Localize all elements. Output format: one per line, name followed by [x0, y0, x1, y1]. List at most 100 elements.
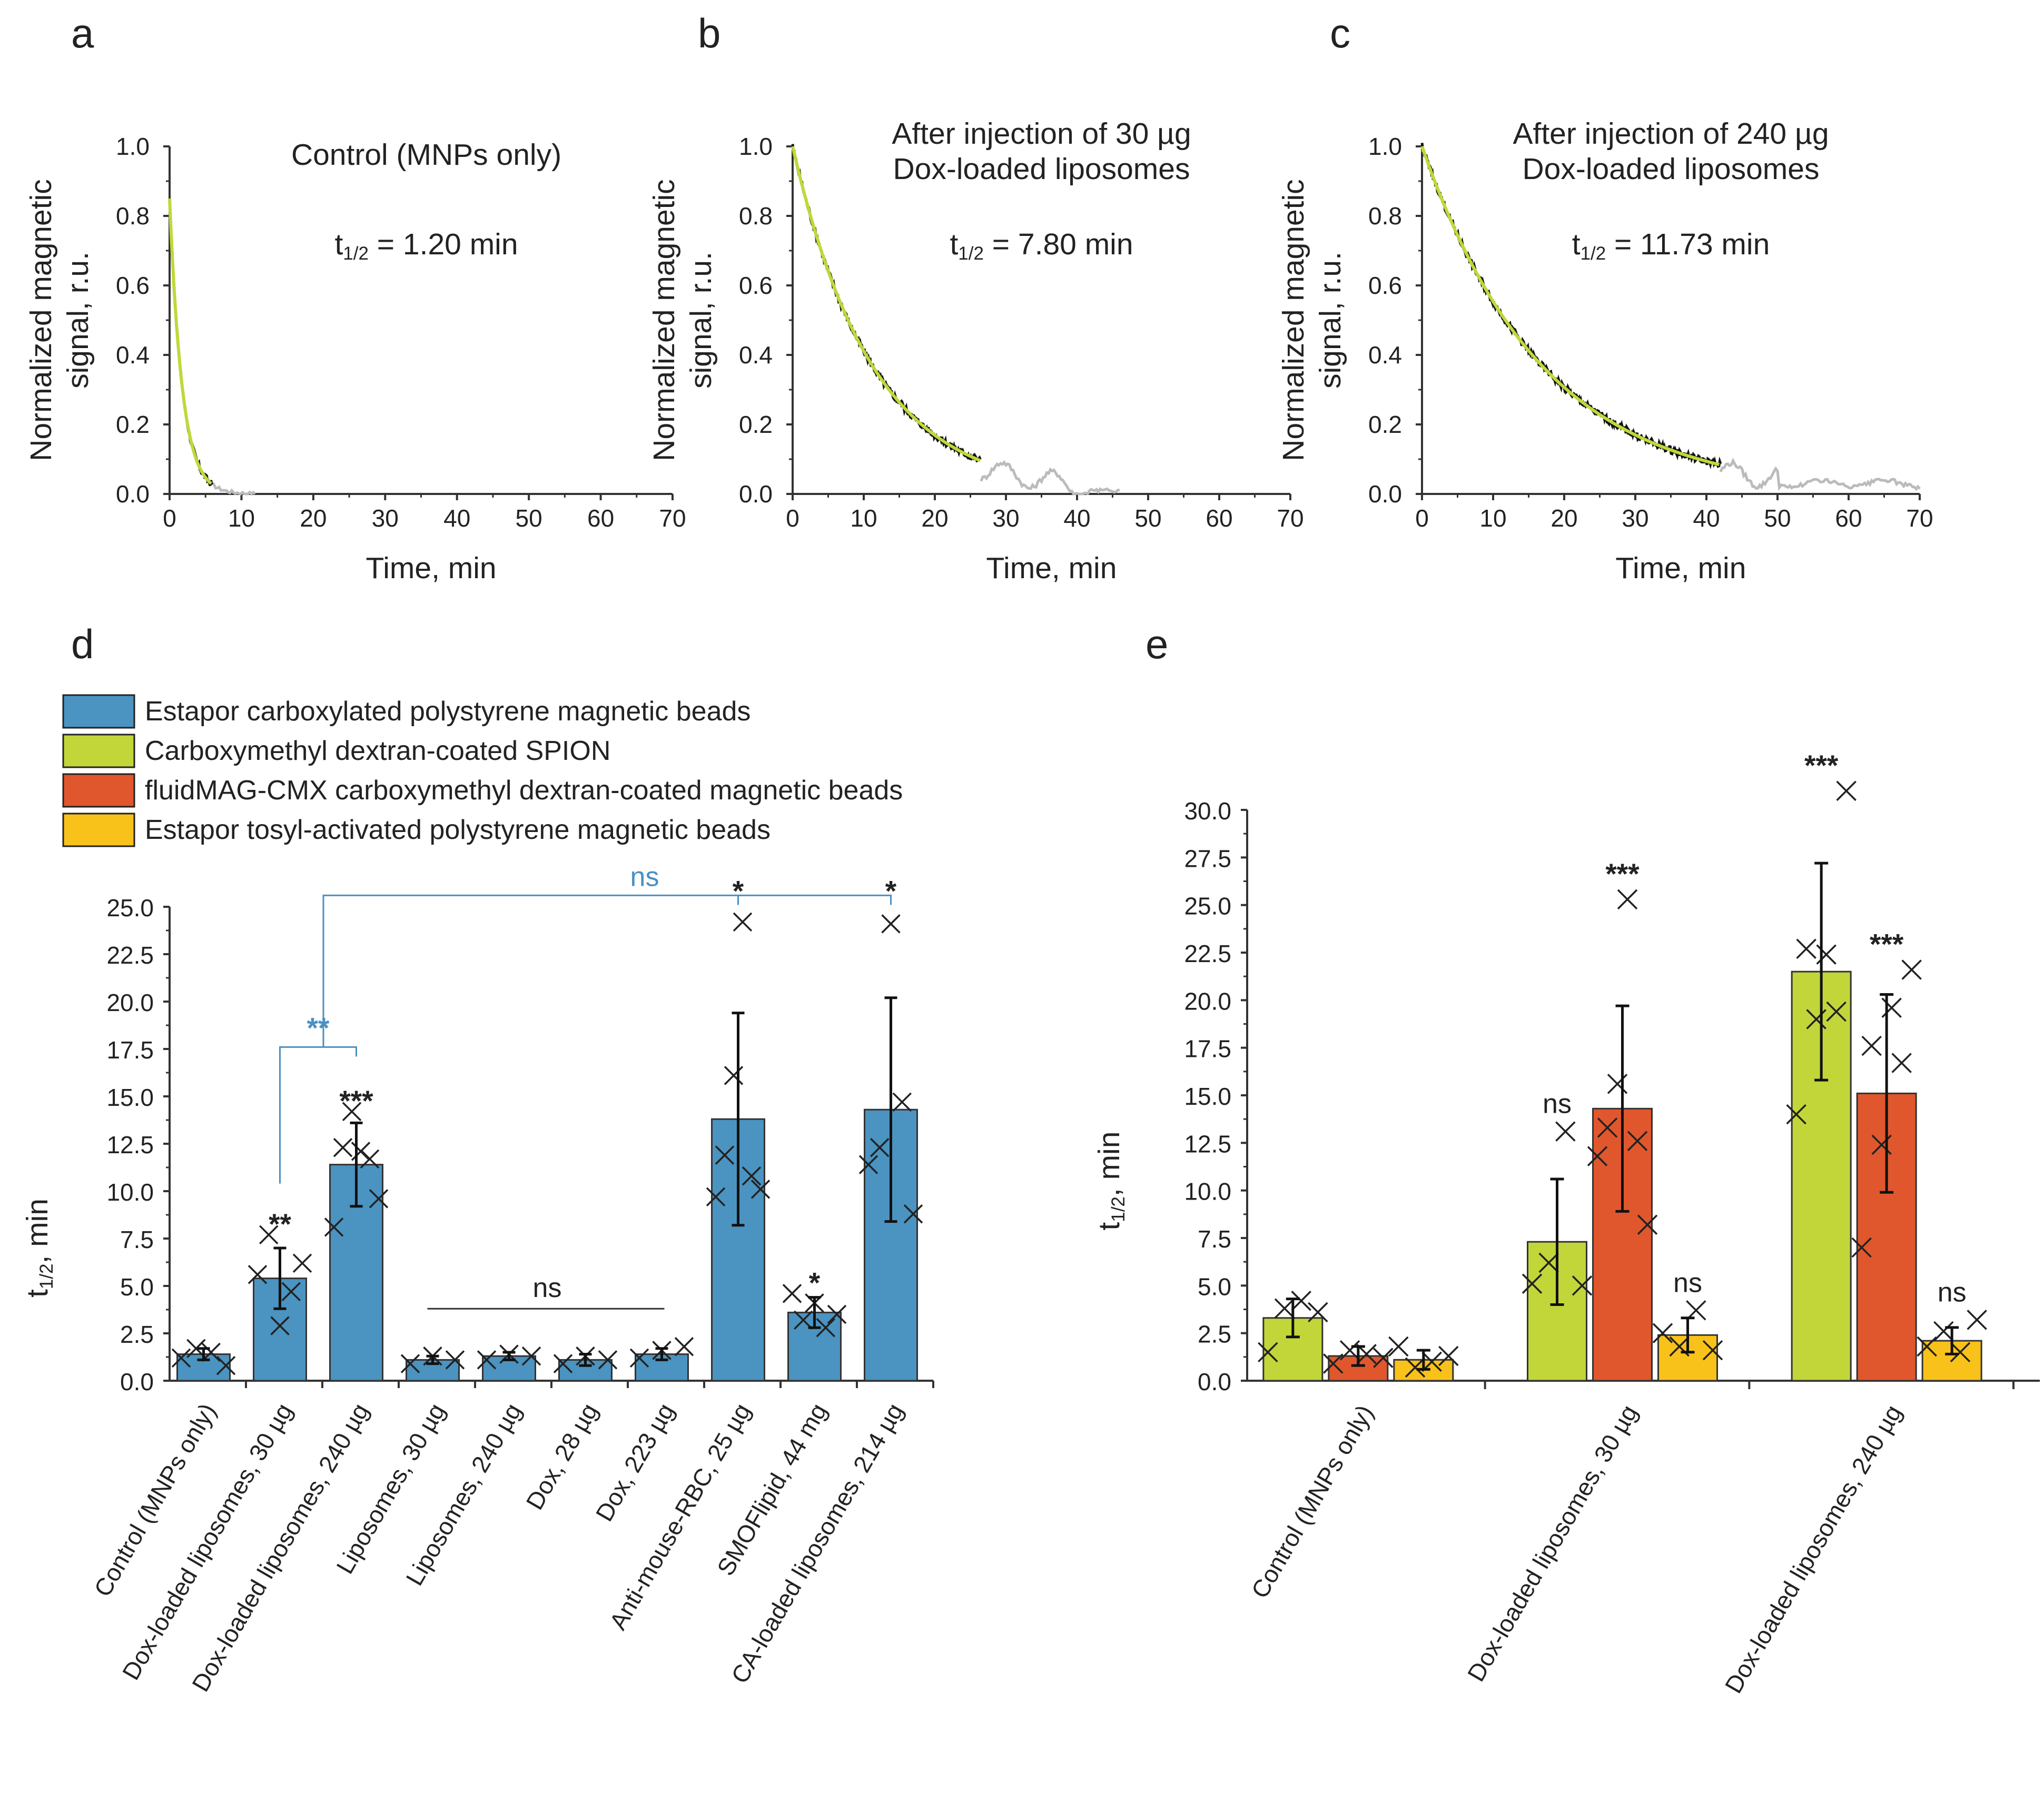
half-life-label-rest: = 11.73 min — [1606, 227, 1770, 261]
bar-chart-e: 0.0 2.5 5.0 7.5 10.0 12.5 15.0 17.5 20.0 22.5 25.0… — [1092, 749, 2040, 1698]
y-axis-title-main: t — [1092, 1222, 1126, 1231]
data-point — [248, 1265, 268, 1284]
x-tick-label: 30 — [1622, 504, 1648, 532]
data-point — [400, 1354, 420, 1373]
x-tick-label: 30 — [992, 504, 1019, 532]
decay-tail-line — [980, 460, 1120, 496]
x-tick-label: 20 — [921, 504, 948, 532]
y-axis-title-line1: Normalized magnetic — [1277, 179, 1310, 461]
data-point — [715, 1145, 735, 1165]
legend-swatch — [62, 734, 135, 768]
data-point — [1967, 1310, 1987, 1330]
data-point — [1555, 1121, 1576, 1142]
x-tick-label: 10 — [850, 504, 877, 532]
exponential-fit-line — [791, 146, 981, 462]
half-life-label-main: t — [950, 227, 958, 261]
exponential-fit-line — [1420, 146, 1720, 467]
legend-swatch — [62, 813, 135, 847]
half-life-label-main: t — [1572, 227, 1581, 261]
data-point — [1851, 1237, 1872, 1258]
y-tick-label: 10.0 — [1184, 1178, 1231, 1205]
data-point — [1339, 1340, 1360, 1361]
data-point — [1702, 1340, 1723, 1361]
y-tick-label: 5.0 — [1198, 1273, 1231, 1300]
y-tick-label: 22.5 — [106, 942, 154, 969]
y-tick-label: 27.5 — [1184, 845, 1231, 872]
data-point — [816, 1318, 835, 1338]
x-tick-label: 70 — [1906, 504, 1933, 532]
legend-label: Carboxymethyl dextran-coated SPION — [145, 736, 610, 766]
data-point — [1308, 1302, 1328, 1323]
y-tick-label: 30.0 — [1184, 797, 1231, 825]
y-tick-label: 15.0 — [106, 1084, 154, 1111]
data-point — [360, 1149, 380, 1169]
data-point — [1438, 1345, 1459, 1367]
significance-marker: *** — [339, 1084, 373, 1117]
significance-marker: *** — [1804, 749, 1839, 781]
y-tick-label: 0.8 — [1368, 202, 1402, 230]
significance-bracket-inner — [279, 1046, 357, 1184]
data-point — [259, 1225, 279, 1245]
ns-label: ns — [533, 1273, 562, 1303]
data-point — [1373, 1348, 1394, 1368]
half-life-label-rest: = 7.80 min — [984, 227, 1133, 261]
annotation: Control (MNPs only) — [291, 138, 561, 172]
data-point — [1637, 1214, 1658, 1235]
exponential-fit-line — [168, 198, 213, 485]
x-tick-label: 30 — [372, 504, 399, 532]
x-axis-title: Time, min — [986, 551, 1117, 585]
data-point — [342, 1102, 362, 1122]
y-tick-label: 0.0 — [116, 480, 150, 508]
data-point — [1950, 1342, 1971, 1363]
x-tick-label: Dox, 28 µg — [520, 1399, 603, 1514]
bracket-top-label: ns — [630, 862, 659, 892]
x-axis-title: Time, min — [1615, 551, 1746, 585]
x-tick-label: Dox, 223 µg — [590, 1399, 680, 1526]
y-tick-label: 5.0 — [120, 1273, 154, 1301]
x-tick-label: 0 — [786, 504, 799, 532]
y-tick-label: 0.0 — [120, 1368, 154, 1395]
significance-marker: ns — [1938, 1277, 1967, 1308]
data-point — [1258, 1342, 1278, 1363]
y-tick-label: 2.5 — [120, 1321, 154, 1348]
panel-letter-c: c — [1330, 10, 1350, 56]
data-point — [369, 1189, 389, 1209]
data-point — [1826, 1001, 1846, 1022]
data-point — [553, 1354, 573, 1373]
data-point — [858, 1155, 878, 1174]
legend-label: Estapor carboxylated polystyrene magneti… — [145, 696, 751, 727]
data-point — [281, 1282, 301, 1302]
y-tick-label: 1.0 — [739, 133, 773, 160]
data-point — [598, 1350, 618, 1370]
significance-marker: ** — [269, 1207, 291, 1240]
data-point — [201, 1342, 221, 1362]
y-axis-title-main: t — [21, 1289, 54, 1298]
y-tick-label: 20.0 — [1184, 987, 1231, 1015]
data-point — [186, 1339, 206, 1359]
y-tick-label: 10.0 — [106, 1179, 154, 1206]
data-point — [351, 1142, 371, 1161]
y-tick-label: 7.5 — [120, 1226, 154, 1253]
data-point — [674, 1336, 694, 1357]
data-point — [1861, 1035, 1882, 1056]
y-tick-label: 7.5 — [1198, 1225, 1231, 1253]
significance-bracket-outer — [322, 894, 892, 1047]
y-axis-title-line1: Normalized magnetic — [647, 179, 681, 461]
y-tick-label: 0.0 — [739, 480, 773, 508]
x-tick-label: 20 — [300, 504, 327, 532]
x-tick-label: 10 — [1479, 504, 1506, 532]
data-point — [1405, 1357, 1426, 1378]
decay-chart-b: 0.0 0.2 0.4 0.6 0.8 1.0 0 10 20 30 40 50 60 70 Time, m… — [647, 117, 1304, 585]
data-point — [1901, 959, 1922, 980]
x-tick-label: 20 — [1551, 504, 1577, 532]
significance-marker: ns — [1543, 1089, 1572, 1120]
data-point — [1522, 1273, 1543, 1294]
data-point — [742, 1166, 762, 1186]
data-point — [881, 914, 901, 934]
data-point — [216, 1355, 236, 1375]
y-tick-label: 0.6 — [116, 272, 150, 299]
y-tick-label: 0.2 — [116, 411, 150, 438]
x-tick-label: 40 — [443, 504, 470, 532]
half-life-label: t1/2 = 11.73 min — [1572, 227, 1770, 264]
